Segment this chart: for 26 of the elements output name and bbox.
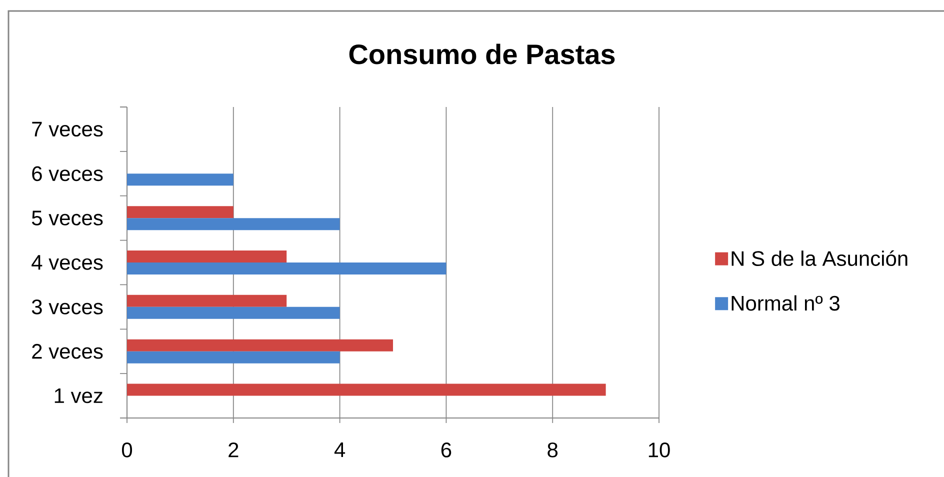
bar: [127, 339, 394, 352]
x-tick-label: 2: [228, 442, 238, 458]
y-tick-label: 6 veces: [32, 166, 103, 182]
y-tick-label: 2 veces: [32, 344, 103, 359]
bar: [127, 384, 606, 396]
bar: [127, 250, 287, 263]
y-tick-label: 7 veces: [32, 122, 103, 137]
bar: [127, 218, 340, 230]
x-tick-label: 8: [548, 442, 558, 458]
y-tick-label: 3 veces: [32, 300, 103, 314]
x-tick-label: 0: [122, 442, 132, 458]
x-tick-label: 10: [648, 442, 670, 458]
y-tick-label: 1 vez: [54, 388, 102, 404]
legend-label: N S de la Asunción: [732, 250, 908, 266]
bar: [127, 262, 446, 274]
y-tick-label: 5 veces: [32, 210, 103, 226]
x-tick-label: 6: [441, 442, 452, 458]
y-tick-label: 4 veces: [32, 255, 103, 270]
chart-title: Consumo de Pastas: [349, 44, 615, 64]
bar: [127, 351, 340, 364]
legend-label: Normal nº 3: [732, 295, 840, 311]
bar: [127, 306, 340, 319]
bar: [127, 174, 234, 186]
bar: [127, 294, 287, 307]
x-tick-label: 4: [334, 442, 346, 457]
bar: [127, 206, 234, 218]
